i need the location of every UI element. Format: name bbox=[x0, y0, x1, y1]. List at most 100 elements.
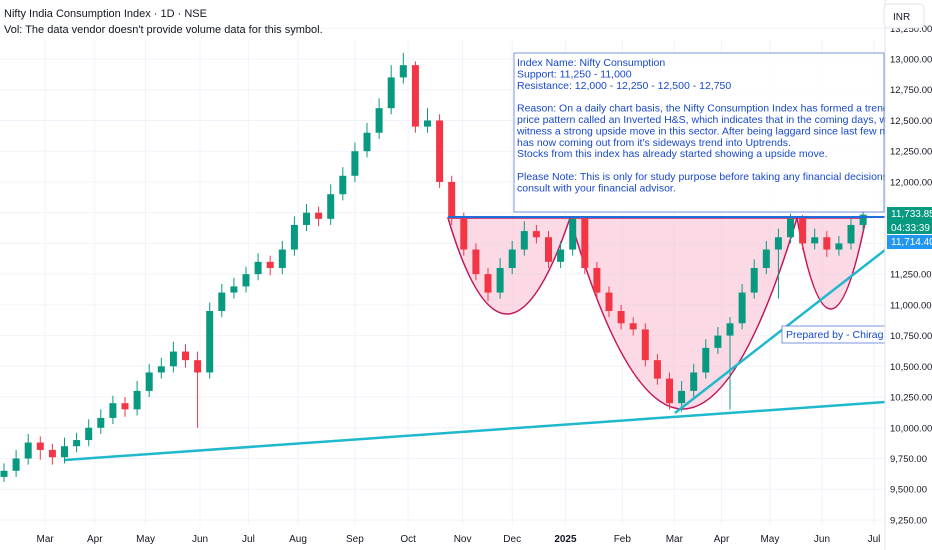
x-tick-label: Mar bbox=[666, 534, 684, 545]
candle-body bbox=[278, 249, 286, 268]
candle-body bbox=[484, 274, 492, 293]
candle-body bbox=[714, 335, 722, 348]
candle-body bbox=[847, 224, 855, 244]
x-tick-label: 2025 bbox=[554, 534, 577, 545]
y-tick-label: 9,750.00 bbox=[890, 454, 927, 465]
candle-body bbox=[85, 427, 93, 441]
candle-body bbox=[641, 329, 649, 361]
last-price-box bbox=[887, 207, 932, 221]
candle-body bbox=[411, 65, 419, 127]
candle-body bbox=[206, 310, 214, 373]
candle-body bbox=[750, 267, 758, 293]
y-tick-label: 11,000.00 bbox=[890, 300, 932, 311]
candle-body bbox=[436, 120, 444, 182]
candle-body bbox=[24, 442, 32, 459]
candle-body bbox=[774, 237, 782, 250]
candle-body bbox=[605, 292, 613, 311]
x-tick-label: Oct bbox=[400, 534, 416, 545]
x-tick-label: Jul bbox=[242, 534, 255, 545]
candle-body bbox=[787, 218, 794, 238]
candle-body bbox=[424, 120, 431, 127]
x-tick-label: May bbox=[760, 534, 779, 545]
note-box bbox=[513, 52, 885, 213]
candle-body bbox=[496, 267, 504, 293]
candle-body bbox=[557, 249, 565, 262]
x-tick-label: Apr bbox=[714, 534, 730, 545]
candle-body bbox=[339, 175, 347, 195]
candle-body bbox=[303, 212, 310, 225]
volume-note: Vol: The data vendor doesn't provide vol… bbox=[4, 24, 323, 36]
candle-body bbox=[678, 390, 686, 404]
y-tick-label: 10,250.00 bbox=[890, 393, 932, 404]
note-line: Stocks from this index has already start… bbox=[517, 148, 828, 160]
candle-body bbox=[823, 237, 831, 250]
candles bbox=[0, 52, 867, 482]
candle-body bbox=[61, 446, 68, 458]
y-tick-label: 10,000.00 bbox=[890, 423, 932, 434]
x-tick-label: Feb bbox=[614, 534, 632, 545]
rising-trendline bbox=[674, 249, 886, 414]
head bbox=[568, 217, 799, 410]
note-line: has now coming out from it's sideways tr… bbox=[517, 137, 791, 149]
candle-body bbox=[593, 267, 601, 293]
x-tick-label: Jul bbox=[868, 534, 881, 545]
x-tick-label: Mar bbox=[37, 534, 55, 545]
candle-body bbox=[266, 261, 274, 268]
candle-body bbox=[460, 218, 468, 250]
support-trendline bbox=[64, 400, 886, 462]
candle-body bbox=[799, 218, 807, 244]
candle-body bbox=[666, 378, 673, 404]
candle-body bbox=[690, 372, 698, 391]
candle-body bbox=[520, 231, 528, 250]
x-tick-label: Nov bbox=[454, 534, 472, 545]
note-line: Please Note: This is only for study purp… bbox=[517, 171, 919, 183]
y-tick-label: 9,250.00 bbox=[890, 515, 927, 526]
candle-body bbox=[581, 218, 589, 268]
candle-body bbox=[0, 470, 8, 477]
candle-body bbox=[375, 108, 383, 133]
candle-body bbox=[73, 440, 81, 447]
y-tick-label: 12,750.00 bbox=[890, 85, 932, 96]
candle-body bbox=[835, 243, 843, 250]
x-tick-label: Apr bbox=[87, 534, 103, 545]
last-price: 11,733.85 bbox=[891, 209, 932, 220]
candle-body bbox=[569, 218, 577, 250]
candle-body bbox=[726, 323, 734, 336]
candle-body bbox=[545, 237, 552, 262]
note-line: Resistance: 12,000 - 12,250 - 12,500 - 1… bbox=[517, 80, 731, 92]
candle-body bbox=[702, 347, 710, 373]
currency-button[interactable] bbox=[883, 3, 925, 29]
y-tick-label: 13,250.00 bbox=[890, 24, 932, 35]
candle-body bbox=[121, 403, 129, 410]
candle-body bbox=[97, 417, 105, 428]
candle-body bbox=[363, 132, 371, 152]
candle-body bbox=[109, 403, 117, 418]
x-tick-label: Jun bbox=[814, 534, 830, 545]
countdown-box bbox=[887, 221, 932, 234]
countdown: 04:33:39 bbox=[891, 223, 930, 234]
right-shoulder bbox=[796, 217, 867, 310]
candle-body bbox=[351, 151, 359, 176]
note-line: consult with your financial advisor. bbox=[517, 182, 676, 194]
y-tick-label: 12,000.00 bbox=[890, 177, 932, 188]
x-tick-label: Dec bbox=[503, 534, 521, 545]
y-tick-label: 10,500.00 bbox=[890, 362, 932, 373]
candle-body bbox=[157, 366, 165, 373]
currency[interactable]: INR bbox=[893, 12, 910, 23]
candle-body bbox=[508, 249, 516, 268]
note-line: Reason: On a daily chart basis, the Nift… bbox=[517, 103, 929, 115]
author-note: Prepared by - Chirag Sang bbox=[786, 329, 911, 341]
candle-body bbox=[811, 237, 819, 244]
level-price: 11,714.40 bbox=[891, 237, 932, 248]
candle-body bbox=[629, 323, 637, 330]
y-tick-label: 10,750.00 bbox=[890, 331, 932, 342]
price-axis bbox=[885, 0, 932, 550]
candle-body bbox=[218, 292, 226, 311]
candle-body bbox=[399, 65, 407, 78]
candle-body bbox=[327, 194, 335, 219]
candle-body bbox=[182, 351, 189, 361]
candle-body bbox=[859, 214, 867, 225]
x-tick-label: Sep bbox=[346, 534, 364, 545]
x-tick-label: Aug bbox=[289, 534, 307, 545]
